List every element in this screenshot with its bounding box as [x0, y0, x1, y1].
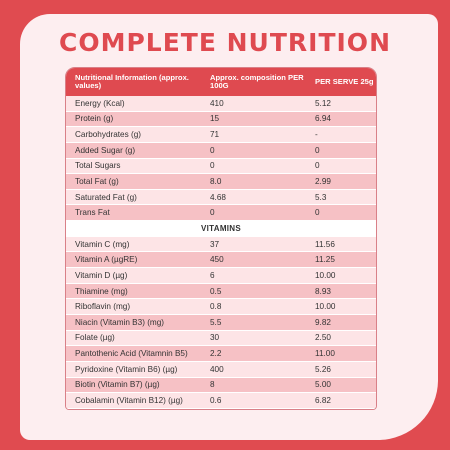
per-serve-cell: 0 [315, 145, 320, 155]
per-100g-cell: 6 [210, 270, 215, 280]
header-per-serve: PER SERVE 25g [315, 76, 374, 86]
per-serve-cell: 11.25 [315, 255, 335, 265]
table-row: Saturated Fat (g) 4.68 5.3 [66, 189, 376, 206]
per-serve-cell: - [315, 130, 318, 140]
table-row: Vitamin C (mg) 37 11.56 [66, 236, 376, 253]
per-100g-cell: 0 [210, 145, 215, 155]
per-100g-cell: 30 [210, 333, 220, 343]
table-row: Pantothenic Acid (Vitamnin B5) 2.2 11.00 [66, 346, 376, 362]
per-100g-cell: 410 [210, 98, 224, 108]
per-100g-cell: 37 [210, 239, 220, 249]
per-serve-cell: 0 [315, 208, 320, 218]
table-row: Total Fat (g) 8.0 2.99 [66, 174, 376, 190]
table-row: Riboflavin (mg) 0.8 10.00 [66, 299, 376, 315]
nutrient-name-cell: Folate (µg) [75, 333, 115, 343]
per-serve-cell: 11.56 [315, 239, 335, 249]
per-100g-cell: 8 [210, 380, 215, 390]
nutrient-name-cell: Total Sugars [75, 161, 121, 171]
per-serve-cell: 8.93 [315, 286, 331, 296]
table-row: Carbohydrates (g) 71 - [66, 127, 376, 143]
header-nutritional-information: Nutritional Information (approx. values) [75, 72, 189, 90]
nutrient-name-cell: Niacin (Vitamin B3) (mg) [75, 317, 165, 327]
nutrient-name-cell: Added Sugar (g) [75, 145, 136, 155]
header-per-100g: Approx. composition PER 100G [210, 72, 304, 90]
per-100g-cell: 400 [210, 364, 224, 374]
per-serve-cell: 9.82 [315, 317, 331, 327]
table-row: Biotin (Vitamin B7) (µg) 8 5.00 [66, 377, 376, 394]
per-serve-cell: 2.50 [315, 333, 331, 343]
table-row: Niacin (Vitamin B3) (mg) 5.5 9.82 [66, 314, 376, 331]
table-row: Trans Fat 0 0 [66, 205, 376, 222]
per-100g-cell: 0.8 [210, 302, 222, 312]
table-row: Total Sugars 0 0 [66, 158, 376, 175]
nutrition-table: Nutritional Information (approx. values)… [65, 67, 377, 410]
per-100g-cell: 2.2 [210, 349, 222, 359]
per-serve-cell: 10.00 [315, 270, 336, 280]
per-serve-cell: 5.12 [315, 98, 331, 108]
per-serve-cell: 5.26 [315, 364, 331, 374]
vitamin-rows: Vitamin C (mg) 37 11.56 Vitamin A (µgRE) 450… [66, 236, 376, 409]
per-100g-cell: 0.6 [210, 395, 222, 405]
per-100g-cell: 5.5 [210, 317, 222, 327]
per-serve-cell: 2.99 [315, 177, 331, 187]
per-100g-cell: 8.0 [210, 177, 222, 187]
nutrient-name-cell: Vitamin C (mg) [75, 239, 130, 249]
table-row: Folate (µg) 30 2.50 [66, 330, 376, 347]
per-100g-cell: 450 [210, 255, 224, 265]
nutrient-name-cell: Pyridoxine (Vitamin B6) (µg) [75, 364, 178, 374]
table-row: Vitamin D (µg) 6 10.00 [66, 268, 376, 284]
nutrient-name-cell: Energy (Kcal) [75, 98, 125, 108]
table-row: Vitamin A (µgRE) 450 11.25 [66, 252, 376, 269]
per-serve-cell: 5.3 [315, 192, 327, 202]
nutrient-name-cell: Biotin (Vitamin B7) (µg) [75, 380, 160, 390]
nutrient-name-cell: Riboflavin (mg) [75, 302, 131, 312]
nutrient-name-cell: Pantothenic Acid (Vitamnin B5) [75, 349, 188, 359]
nutrient-name-cell: Vitamin D (µg) [75, 270, 128, 280]
per-serve-cell: 11.00 [315, 349, 335, 359]
per-100g-cell: 15 [210, 114, 220, 124]
per-100g-cell: 4.68 [210, 192, 226, 202]
nutrient-name-cell: Protein (g) [75, 114, 114, 124]
nutrient-rows: Energy (Kcal) 410 5.12 Protein (g) 15 6.94 Car… [66, 96, 376, 222]
page-title: COMPLETE NUTRITION [58, 28, 391, 57]
per-100g-cell: 0 [210, 208, 215, 218]
nutrient-name-cell: Vitamin A (µgRE) [75, 255, 138, 265]
table-row: Thiamine (mg) 0.5 8.93 [66, 283, 376, 300]
table-row: Energy (Kcal) 410 5.12 [66, 96, 376, 112]
table-row: Protein (g) 15 6.94 [66, 111, 376, 128]
nutrient-name-cell: Carbohydrates (g) [75, 130, 141, 140]
nutrient-name-cell: Saturated Fat (g) [75, 192, 137, 202]
table-row: Cobalamin (Vitamin B12) (µg) 0.6 6.82 [66, 393, 376, 409]
per-serve-cell: 0 [315, 161, 320, 171]
nutrient-name-cell: Thiamine (mg) [75, 286, 128, 296]
per-serve-cell: 6.94 [315, 114, 331, 124]
table-header: Nutritional Information (approx. values)… [66, 68, 376, 96]
table-row: Added Sugar (g) 0 0 [66, 142, 376, 159]
nutrient-name-cell: Trans Fat [75, 208, 110, 218]
section-vitamins: VITAMINS [66, 221, 376, 237]
per-100g-cell: 71 [210, 130, 220, 140]
per-100g-cell: 0.5 [210, 286, 222, 296]
per-serve-cell: 5.00 [315, 380, 331, 390]
table-row: Pyridoxine (Vitamin B6) (µg) 400 5.26 [66, 361, 376, 378]
per-100g-cell: 0 [210, 161, 215, 171]
per-serve-cell: 6.82 [315, 395, 331, 405]
nutrient-name-cell: Cobalamin (Vitamin B12) (µg) [75, 395, 183, 405]
nutrient-name-cell: Total Fat (g) [75, 177, 119, 187]
per-serve-cell: 10.00 [315, 302, 336, 312]
